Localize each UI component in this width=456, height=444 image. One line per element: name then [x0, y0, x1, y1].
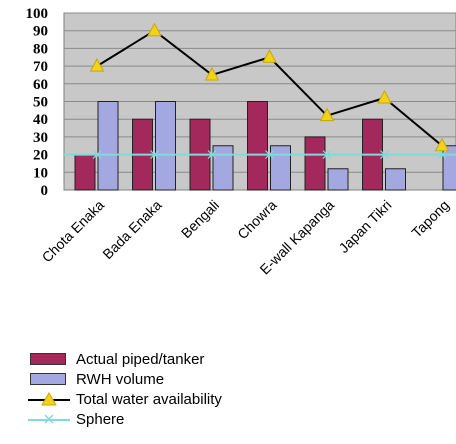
x-tick-label: Japan Tikri [335, 197, 394, 256]
legend-label-actual: Actual piped/tanker [76, 351, 205, 368]
total-water-marker [434, 137, 450, 152]
y-tick-label: 60 [33, 77, 48, 93]
bar-rwh [327, 168, 349, 191]
y-tick-label: 40 [33, 112, 48, 128]
legend-label-sphere: Sphere [76, 411, 125, 428]
legend-label-total: Total water availability [76, 391, 222, 408]
x-tick-label: Bada Enaka [99, 197, 164, 262]
bar-rwh [97, 101, 119, 191]
y-tick-label: 50 [33, 95, 48, 111]
bar-actual [74, 154, 96, 191]
total-water-marker [147, 22, 162, 37]
x-tick-label: Bengali [178, 197, 222, 241]
y-tick-label: 100 [26, 6, 49, 22]
y-tick-label: 0 [41, 183, 49, 199]
bar-rwh [155, 101, 176, 191]
y-tick-label: 70 [33, 59, 48, 75]
sphere-marker [150, 150, 159, 160]
x-tick-label: Chota Enaka [39, 197, 108, 266]
bar-rwh [385, 168, 406, 191]
legend-swatch-rwh [30, 373, 66, 385]
total-water-marker [262, 49, 277, 63]
sphere-marker [322, 150, 332, 160]
total-water-marker [204, 66, 220, 81]
bar-actual [247, 101, 268, 191]
bar-rwh [270, 145, 291, 191]
x-marker-icon [44, 414, 54, 424]
y-tick-label: 90 [33, 24, 48, 40]
sphere-marker [265, 150, 274, 160]
y-tick-label: 10 [33, 165, 48, 181]
total-water-marker [319, 107, 335, 122]
legend-label-rwh: RWH volume [76, 371, 165, 388]
total-water-marker [377, 89, 392, 104]
total-water-marker [89, 58, 105, 72]
sphere-marker [207, 150, 217, 160]
legend-swatch-actual [30, 353, 66, 365]
y-tick-label: 80 [33, 41, 48, 57]
bar-actual [304, 136, 326, 191]
sphere-marker [437, 150, 447, 160]
sphere-marker [380, 150, 389, 160]
bar-rwh [212, 145, 234, 191]
y-tick-label: 30 [33, 130, 48, 146]
x-tick-label: Chowra [234, 197, 280, 243]
x-tick-label: Tapong [408, 197, 452, 241]
y-tick-label: 20 [33, 148, 48, 164]
bar-rwh [442, 145, 456, 191]
sphere-marker [92, 150, 102, 160]
triangle-marker-icon [41, 392, 57, 406]
